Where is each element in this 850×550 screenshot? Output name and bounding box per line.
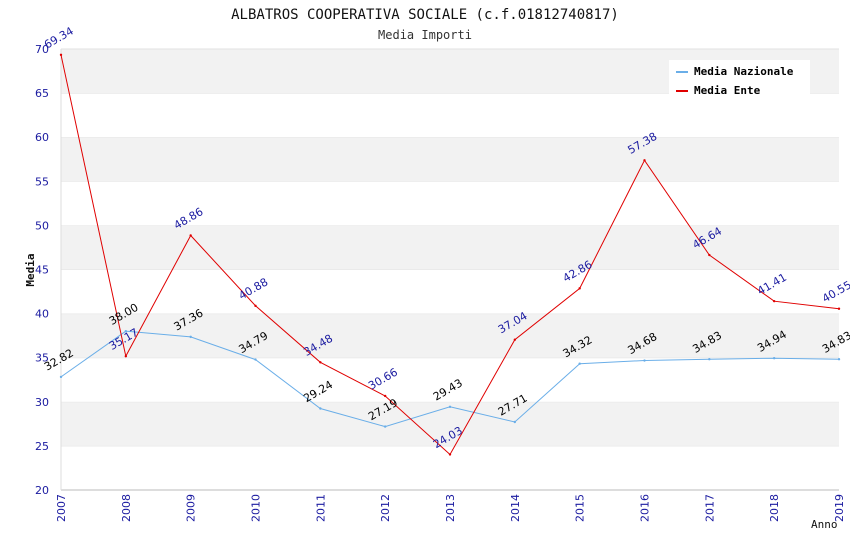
data-point bbox=[254, 304, 257, 308]
data-point bbox=[383, 394, 387, 398]
x-tick-label: 2015 bbox=[574, 494, 587, 522]
data-point bbox=[383, 425, 387, 428]
data-point bbox=[513, 338, 517, 341]
legend-box bbox=[669, 60, 810, 100]
grid-band bbox=[61, 269, 839, 314]
x-tick-label: 2019 bbox=[833, 494, 846, 522]
data-point bbox=[708, 357, 711, 361]
grid-band bbox=[61, 137, 839, 182]
data-point bbox=[578, 362, 581, 365]
grid-band bbox=[61, 445, 839, 490]
x-tick-label: 2018 bbox=[768, 494, 781, 522]
y-tick-label: 65 bbox=[35, 87, 49, 100]
grid-band bbox=[61, 181, 839, 226]
y-tick-label: 20 bbox=[35, 484, 49, 497]
data-point bbox=[708, 253, 711, 257]
data-label: 69.34 bbox=[42, 24, 76, 51]
data-point bbox=[189, 335, 192, 339]
grid-band bbox=[61, 313, 839, 358]
y-tick-label: 30 bbox=[35, 396, 49, 409]
y-tick-label: 45 bbox=[35, 264, 49, 277]
x-axis-ticks: 2007 2008 2009 2010 2011 2012 2013 2014 2015 2016… bbox=[55, 494, 846, 522]
data-point bbox=[59, 53, 63, 57]
data-point bbox=[578, 287, 581, 290]
grid-band bbox=[61, 357, 839, 402]
data-point bbox=[319, 361, 322, 364]
grid-band bbox=[61, 225, 839, 270]
y-tick-label: 55 bbox=[35, 175, 49, 188]
data-point bbox=[254, 358, 257, 361]
grid-band bbox=[61, 93, 839, 138]
data-point bbox=[189, 234, 192, 237]
data-point bbox=[643, 159, 646, 162]
data-point bbox=[448, 453, 452, 456]
y-tick-label: 25 bbox=[35, 440, 49, 453]
grid-band bbox=[61, 401, 839, 446]
data-point bbox=[772, 357, 776, 360]
x-tick-label: 2010 bbox=[250, 494, 263, 522]
chart-subtitle: Media Importi bbox=[378, 28, 472, 42]
grid-bands bbox=[61, 48, 839, 490]
x-tick-label: 2011 bbox=[314, 494, 327, 522]
x-tick-label: 2009 bbox=[185, 494, 198, 522]
y-axis-label: Media bbox=[24, 253, 37, 286]
data-point bbox=[772, 299, 776, 303]
data-point bbox=[513, 420, 517, 424]
y-axis-ticks: 20 25 30 35 40 45 50 55 60 65 70 bbox=[35, 43, 49, 497]
x-tick-label: 2017 bbox=[703, 494, 716, 522]
x-tick-label: 2014 bbox=[509, 494, 522, 522]
data-point bbox=[59, 375, 63, 379]
x-tick-label: 2013 bbox=[444, 494, 457, 522]
x-tick-label: 2007 bbox=[55, 494, 68, 522]
x-tick-label: 2016 bbox=[639, 494, 652, 522]
x-tick-label: 2008 bbox=[120, 494, 133, 522]
y-tick-label: 70 bbox=[35, 43, 49, 56]
legend: Media Nazionale Media Ente bbox=[669, 60, 810, 100]
data-point bbox=[643, 359, 646, 362]
y-tick-label: 35 bbox=[35, 352, 49, 365]
legend-label-media-ente: Media Ente bbox=[694, 84, 761, 97]
legend-label-media-nazionale: Media Nazionale bbox=[694, 65, 794, 78]
series-group bbox=[59, 53, 841, 456]
data-point bbox=[837, 307, 841, 310]
data-point bbox=[837, 357, 841, 361]
y-tick-label: 40 bbox=[35, 308, 49, 321]
data-point bbox=[448, 405, 452, 409]
data-point bbox=[319, 407, 322, 410]
x-axis-label: Anno bbox=[811, 518, 838, 531]
y-tick-label: 50 bbox=[35, 219, 49, 232]
x-tick-label: 2012 bbox=[379, 494, 392, 522]
chart-title: ALBATROS COOPERATIVA SOCIALE (c.f.018127… bbox=[231, 7, 619, 23]
data-point bbox=[124, 330, 128, 333]
data-point bbox=[124, 355, 128, 358]
y-tick-label: 60 bbox=[35, 131, 49, 144]
